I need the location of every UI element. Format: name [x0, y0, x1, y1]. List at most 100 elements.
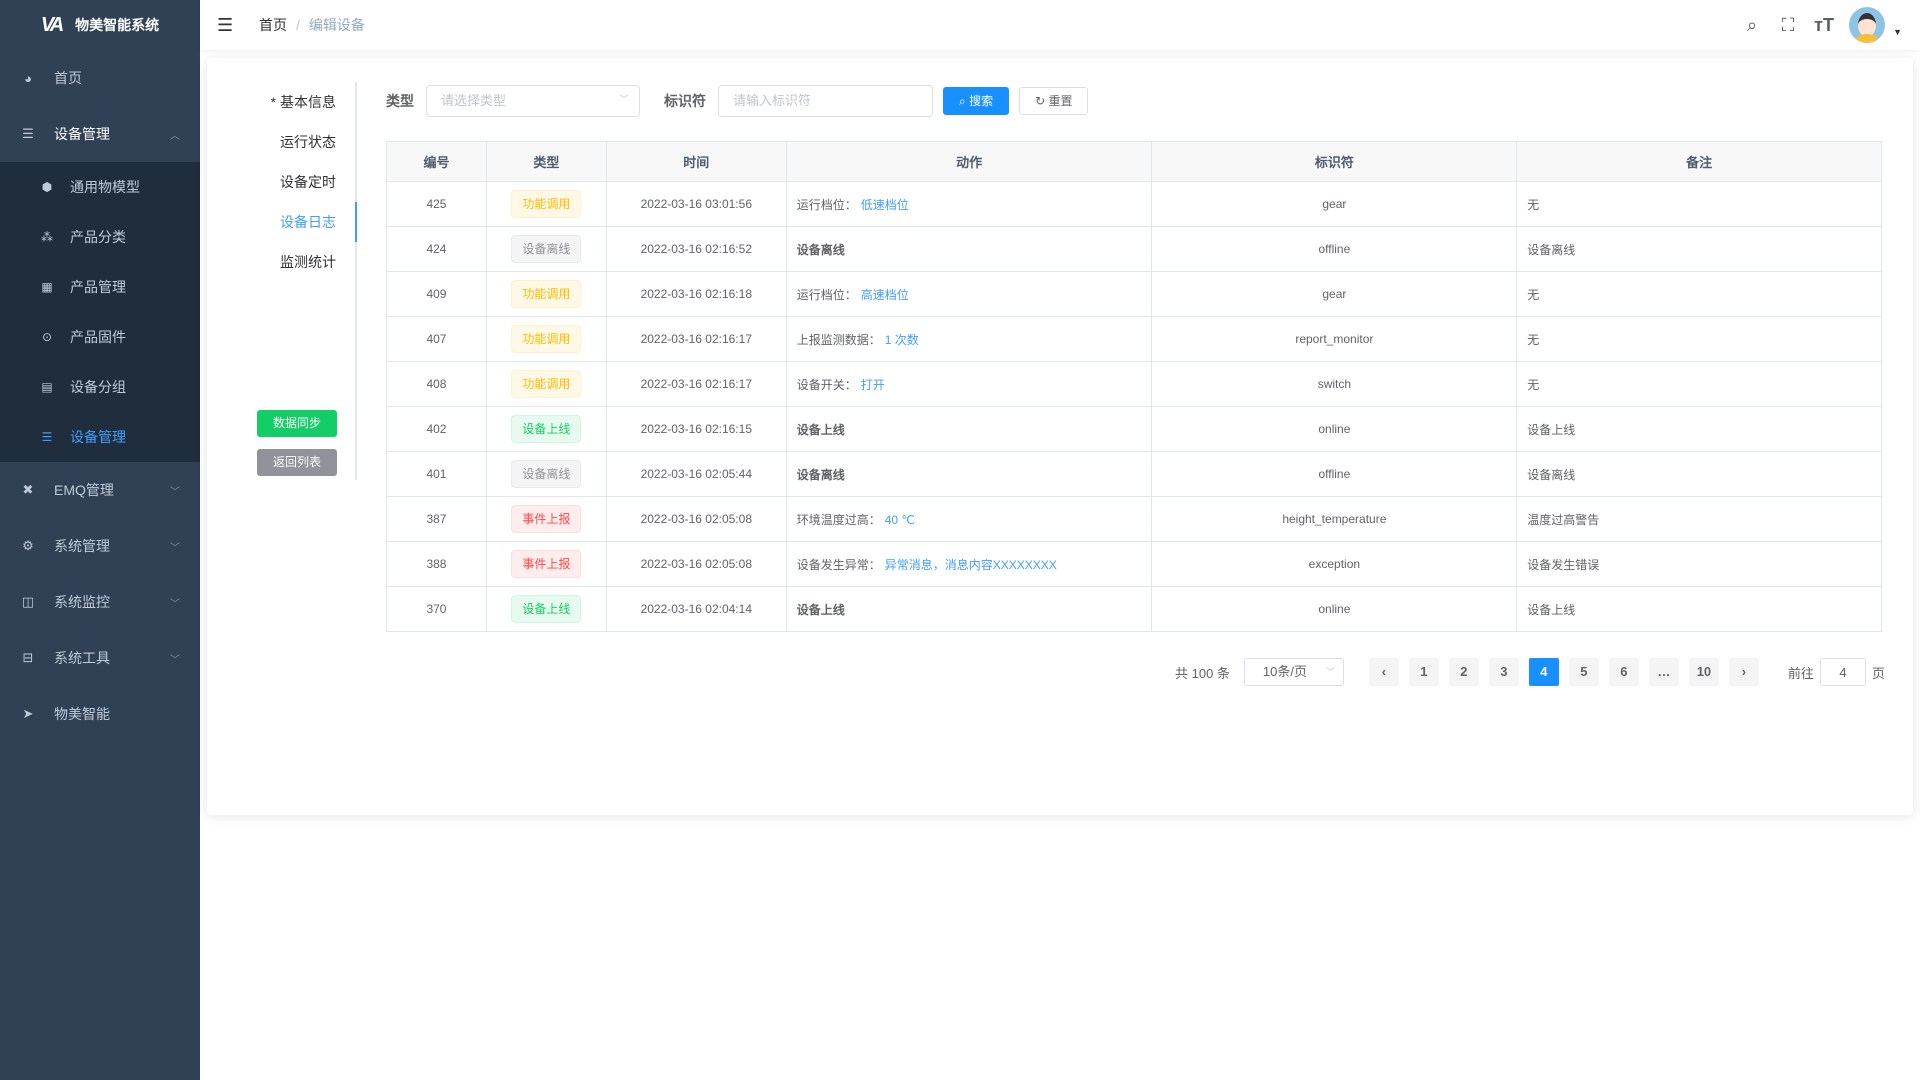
hamburger-icon[interactable]: ☰	[217, 14, 234, 35]
page-button[interactable]: 5	[1568, 658, 1599, 686]
main-card: * 基本信息 运行状态 设备定时 设备日志 监测统计 数据同步 返回列表 类型 …	[207, 58, 1913, 815]
sidebar-item-product[interactable]: ▦ 产品管理	[41, 279, 126, 295]
action-label: 设备离线	[796, 467, 845, 482]
tree-icon: ⁂	[41, 230, 53, 244]
tab-run-status[interactable]: 运行状态	[280, 134, 336, 150]
tab-monitor-stats[interactable]: 监测统计	[280, 254, 336, 270]
app-title: 物美智能系统	[75, 17, 160, 33]
page-button[interactable]: 6	[1608, 658, 1639, 686]
sidebar-item-product-category[interactable]: ⁂ 产品分类	[41, 229, 126, 245]
page-size-select[interactable]: 10条/页 ﹀	[1243, 658, 1344, 686]
table-row: 425 功能调用 2022-03-16 03:01:56 运行档位： 低速档位 g…	[386, 181, 1882, 227]
action-label: 环境温度过高：	[796, 512, 881, 527]
font-size-icon[interactable]: тT	[1814, 14, 1834, 35]
cell-identifier: gear	[1151, 271, 1518, 317]
cell-id: 401	[386, 451, 487, 497]
breadcrumb-home[interactable]: 首页	[259, 17, 287, 33]
action-label: 设备发生异常：	[796, 557, 881, 572]
cell-type: 功能调用	[485, 181, 607, 227]
fullscreen-icon[interactable]: ⛶	[1781, 14, 1795, 35]
sidebar-item-wumei[interactable]: ➤ 物美智能	[0, 686, 200, 742]
action-label: 运行档位：	[796, 197, 857, 212]
more-pages-button[interactable]: …	[1648, 658, 1679, 686]
back-to-list-button[interactable]: 返回列表	[257, 449, 337, 476]
type-select[interactable]: 请选择类型 ﹀	[426, 85, 640, 117]
cell-time: 2022-03-16 02:05:08	[605, 496, 787, 542]
cell-action: 运行档位： 低速档位	[785, 181, 1153, 227]
action-value: 高速档位	[860, 287, 909, 302]
cell-id: 409	[386, 271, 487, 317]
page-button[interactable]: 4	[1528, 658, 1559, 686]
col-id: 编号	[386, 141, 487, 182]
breadcrumb-current: 编辑设备	[308, 17, 365, 33]
cell-remark: 无	[1516, 271, 1882, 317]
monitor-icon: ◫	[21, 594, 35, 609]
page-button[interactable]: 3	[1488, 658, 1519, 686]
sidebar-item-emq[interactable]: ✖ EMQ管理 ﹀	[0, 462, 200, 518]
chevron-down-icon: ﹀	[170, 598, 180, 610]
cell-action: 设备上线	[785, 586, 1153, 632]
avatar[interactable]	[1849, 7, 1886, 43]
action-value: 低速档位	[860, 197, 909, 212]
cell-remark: 设备上线	[1516, 586, 1882, 632]
cell-time: 2022-03-16 02:05:08	[605, 541, 787, 587]
sidebar-item-tools[interactable]: ⊟ 系统工具 ﹀	[0, 630, 200, 686]
type-tag: 功能调用	[511, 370, 582, 398]
chevron-up-icon: ︿	[170, 130, 180, 142]
action-label: 运行档位：	[796, 287, 857, 302]
col-time: 时间	[605, 141, 787, 182]
sidebar-item-device[interactable]: ☰ 设备管理	[41, 429, 126, 445]
sidebar-item-firmware[interactable]: ⊙ 产品固件	[41, 329, 126, 345]
reset-button[interactable]: ↻ 重置	[1019, 87, 1089, 115]
chevron-down-icon: ﹀	[170, 486, 180, 498]
sidebar-item-monitor[interactable]: ◫ 系统监控 ﹀	[21, 594, 180, 610]
goto-page-input[interactable]	[1819, 658, 1866, 686]
cell-id: 408	[386, 361, 487, 407]
cell-identifier: online	[1151, 586, 1518, 632]
cell-id: 387	[386, 496, 487, 542]
sync-data-button[interactable]: 数据同步	[257, 410, 337, 437]
cell-action: 运行档位： 高速档位	[785, 271, 1153, 317]
cell-id: 407	[386, 316, 487, 362]
tab-device-timer[interactable]: 设备定时	[280, 174, 336, 190]
search-icon[interactable]: ⌕	[1747, 14, 1758, 35]
type-tag: 功能调用	[511, 325, 582, 353]
submenu-device: ⬢ 通用物模型 ⁂ 产品分类 ▦ 产品管理 ⊙ 产品固件 ▤ 设备分组 ☰ 设备管理	[0, 162, 200, 462]
cell-identifier: height_temperature	[1151, 496, 1518, 542]
cell-identifier: report_monitor	[1151, 316, 1518, 362]
cell-id: 424	[386, 226, 487, 272]
gear-icon: ⚙	[22, 538, 34, 553]
page-button[interactable]: 2	[1448, 658, 1479, 686]
sidebar-item-home[interactable]: ◕ 首页	[0, 50, 200, 106]
toolbox-icon: ⊟	[22, 650, 34, 665]
cell-id: 388	[386, 541, 487, 587]
cell-type: 设备离线	[485, 226, 607, 272]
cell-identifier: exception	[1151, 541, 1518, 587]
sidebar-item-thing-model[interactable]: ⬢ 通用物模型	[41, 179, 140, 195]
sidebar-item-system[interactable]: ⚙ 系统管理 ﹀	[0, 518, 200, 574]
cell-id: 402	[386, 406, 487, 452]
next-page-button[interactable]: ›	[1728, 658, 1759, 686]
caret-down-icon[interactable]: ▼	[1893, 27, 1902, 37]
sidebar-item-device-management[interactable]: ☰ 设备管理 ︿	[0, 106, 200, 162]
goto-suffix: 页	[1871, 665, 1885, 681]
page-button[interactable]: 1	[1408, 658, 1439, 686]
sidebar-item-device-group[interactable]: ▤ 设备分组	[41, 379, 126, 395]
type-tag: 设备离线	[511, 235, 582, 263]
chevron-down-icon: ﹀	[1325, 667, 1335, 677]
tab-basic-info[interactable]: * 基本信息	[270, 94, 336, 110]
cell-identifier: offline	[1151, 451, 1518, 497]
type-tag: 事件上报	[511, 505, 582, 533]
tab-device-log[interactable]: 设备日志	[280, 214, 336, 230]
cell-time: 2022-03-16 02:16:17	[605, 316, 787, 362]
cell-identifier: gear	[1151, 181, 1518, 227]
search-button[interactable]: ⌕ 搜索	[943, 87, 1010, 115]
total-count: 共 100 条	[1175, 665, 1230, 681]
logo-icon: VA	[40, 13, 64, 36]
action-label: 设备上线	[796, 602, 845, 617]
action-value: 40 ℃	[884, 512, 915, 527]
page-button[interactable]: 10	[1688, 658, 1719, 686]
prev-page-button[interactable]: ‹	[1368, 658, 1399, 686]
identifier-input[interactable]: 请输入标识符	[718, 85, 933, 117]
